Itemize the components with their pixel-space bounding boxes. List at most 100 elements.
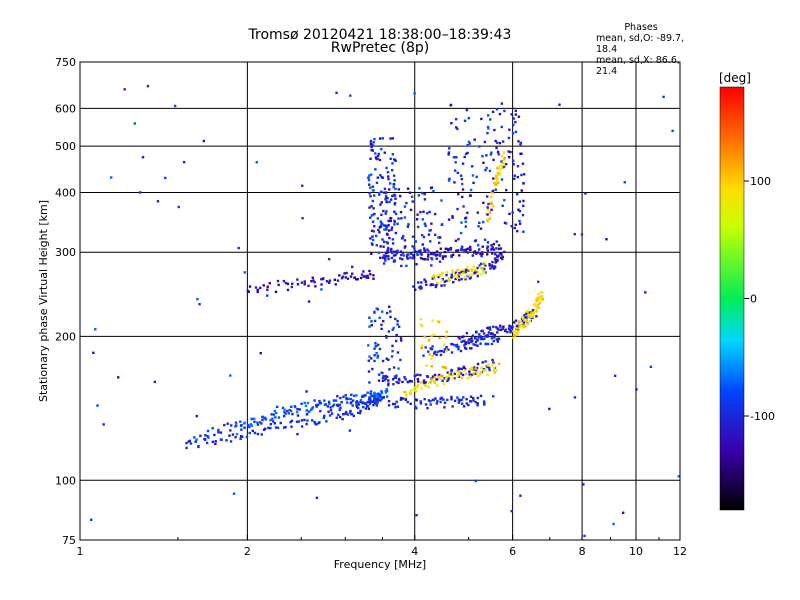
scatter-point bbox=[284, 412, 287, 415]
scatter-point bbox=[438, 375, 441, 379]
x-tick-label: 1 bbox=[77, 545, 84, 558]
scatter-point bbox=[440, 223, 444, 226]
scatter-point bbox=[391, 250, 394, 253]
scatter-point bbox=[195, 414, 199, 418]
scatter-point bbox=[385, 232, 389, 236]
scatter-point bbox=[374, 342, 377, 345]
scatter-point bbox=[273, 409, 277, 413]
scatter-point bbox=[434, 380, 437, 383]
scatter-point bbox=[462, 268, 465, 272]
scatter-point bbox=[491, 189, 495, 193]
scatter-point bbox=[352, 394, 356, 398]
scatter-point bbox=[441, 257, 445, 260]
scatter-point bbox=[394, 253, 397, 257]
scatter-point bbox=[387, 358, 390, 362]
scatter-point bbox=[487, 366, 491, 370]
scatter-point bbox=[386, 249, 389, 253]
scatter-point bbox=[385, 210, 388, 213]
scatter-point bbox=[414, 405, 417, 408]
scatter-point bbox=[431, 345, 434, 348]
scatter-point bbox=[239, 420, 242, 423]
scatter-point bbox=[462, 272, 465, 275]
scatter-point bbox=[323, 403, 327, 406]
scatter-point bbox=[369, 186, 372, 189]
scatter-point bbox=[348, 411, 352, 414]
scatter-point bbox=[334, 399, 338, 402]
scatter-point bbox=[387, 246, 390, 250]
scatter-point bbox=[318, 399, 321, 403]
scatter-point bbox=[368, 355, 371, 358]
scatter-point bbox=[197, 445, 200, 448]
scatter-point bbox=[525, 312, 528, 316]
scatter-point bbox=[535, 304, 538, 307]
scatter-point bbox=[469, 395, 473, 398]
scatter-point bbox=[498, 112, 502, 116]
scatter-point bbox=[499, 328, 503, 332]
scatter-point bbox=[430, 334, 433, 337]
scatter-point bbox=[450, 271, 454, 274]
scatter-point bbox=[523, 314, 526, 317]
scatter-point bbox=[387, 383, 390, 387]
scatter-point bbox=[404, 378, 407, 381]
scatter-point bbox=[380, 327, 383, 331]
scatter-point bbox=[495, 176, 499, 180]
scatter-point bbox=[248, 431, 251, 435]
scatter-point bbox=[537, 303, 540, 306]
scatter-point bbox=[308, 410, 311, 413]
scatter-point bbox=[185, 446, 188, 450]
scatter-point bbox=[382, 209, 385, 213]
scatter-point bbox=[479, 252, 482, 256]
scatter-point bbox=[217, 428, 220, 432]
scatter-point bbox=[455, 343, 459, 347]
scatter-point bbox=[357, 403, 361, 406]
scatter-point bbox=[429, 186, 433, 190]
scatter-point bbox=[612, 522, 615, 526]
scatter-point bbox=[450, 351, 454, 354]
scatter-point bbox=[470, 366, 474, 369]
scatter-point bbox=[451, 343, 454, 346]
scatter-point bbox=[469, 188, 473, 192]
scatter-point bbox=[371, 144, 375, 147]
scatter-point bbox=[463, 369, 466, 372]
scatter-point bbox=[395, 251, 399, 255]
scatter-point bbox=[502, 165, 506, 169]
scatter-point bbox=[199, 434, 202, 438]
scatter-point bbox=[473, 271, 476, 275]
scatter-point bbox=[475, 366, 479, 370]
scatter-point bbox=[251, 429, 255, 433]
scatter-point bbox=[343, 272, 346, 275]
scatter-point bbox=[435, 353, 438, 357]
scatter-point bbox=[442, 350, 446, 354]
scatter-point bbox=[457, 375, 461, 379]
scatter-point bbox=[480, 336, 483, 339]
scatter-point bbox=[410, 388, 413, 392]
scatter-point bbox=[512, 336, 515, 339]
scatter-point bbox=[438, 260, 442, 263]
y-tick-label: 600 bbox=[55, 102, 76, 115]
scatter-point bbox=[460, 182, 464, 186]
x-tick-label: 12 bbox=[673, 545, 687, 558]
scatter-point bbox=[475, 330, 478, 333]
scatter-point bbox=[164, 176, 167, 180]
scatter-point bbox=[426, 212, 429, 215]
scatter-point bbox=[449, 373, 453, 376]
scatter-point bbox=[368, 381, 371, 384]
scatter-point bbox=[474, 367, 477, 370]
scatter-point bbox=[451, 253, 455, 257]
scatter-point bbox=[417, 281, 420, 284]
scatter-point bbox=[261, 415, 264, 419]
scatter-point bbox=[531, 308, 535, 312]
scatter-point bbox=[499, 256, 503, 259]
scatter-point bbox=[261, 418, 264, 422]
scatter-point bbox=[436, 320, 439, 323]
scatter-point bbox=[367, 176, 370, 179]
scatter-point bbox=[315, 496, 319, 500]
scatter-point bbox=[671, 129, 674, 133]
scatter-point bbox=[419, 210, 422, 214]
scatter-point bbox=[428, 353, 431, 356]
scatter-point bbox=[376, 401, 379, 404]
scatter-point bbox=[413, 288, 417, 291]
scatter-point bbox=[276, 279, 280, 283]
scatter-point bbox=[471, 268, 474, 271]
scatter-point bbox=[362, 275, 365, 278]
